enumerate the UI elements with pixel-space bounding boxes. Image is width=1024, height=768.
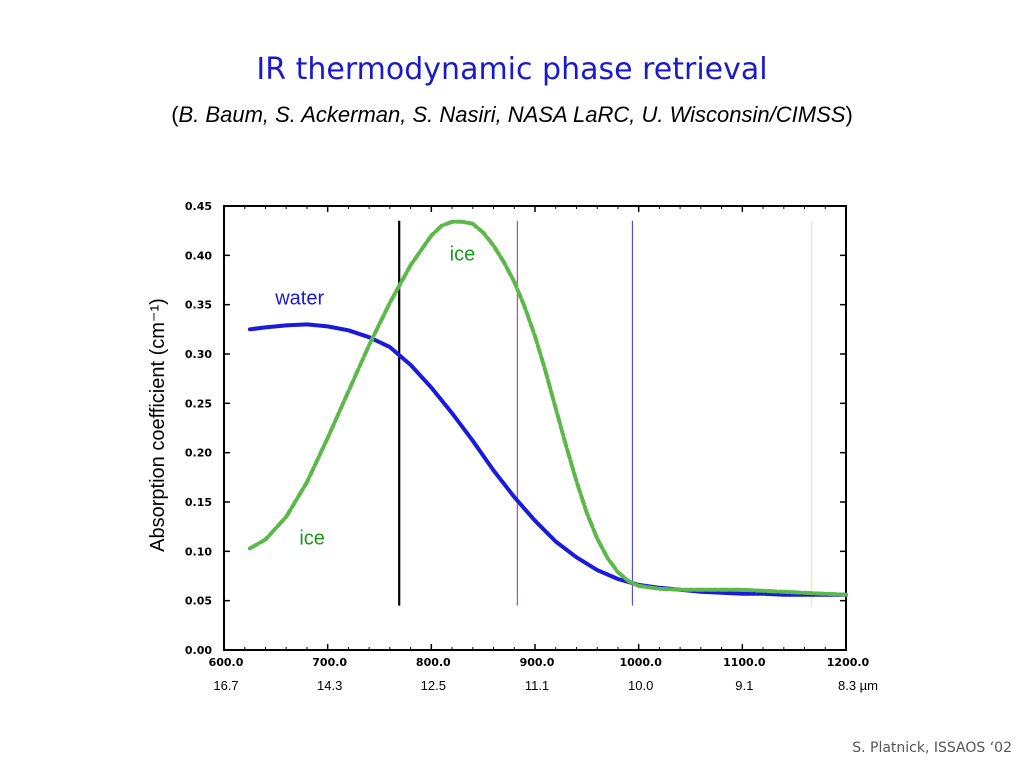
y-tick-label: 0.10 <box>185 545 212 558</box>
y-axis-label: Absorption coefficient (cm⁻¹) <box>147 298 169 552</box>
subtitle-open-paren: ( <box>171 102 179 127</box>
x-tick-label: 1000.0 <box>619 656 662 669</box>
y-tick-label: 0.40 <box>185 249 212 262</box>
subtitle-authors: B. Baum, S. Ackerman, S. Nasiri, NASA La… <box>178 102 846 127</box>
wavelength-tick-label: 8.3 µm <box>838 678 878 693</box>
y-tick-label: 0.20 <box>185 447 212 460</box>
x-tick-label: 1100.0 <box>723 656 766 669</box>
x-tick-label: 800.0 <box>416 656 451 669</box>
wavelength-tick-label: 12.5 <box>421 678 446 693</box>
slide-credit: S. Platnick, ISSAOS ‘02 <box>852 740 1012 756</box>
curve-annotations: water ice ice <box>274 243 475 549</box>
x-tick-label: 1200.0 <box>827 656 870 669</box>
x-tick-label: 600.0 <box>209 656 244 669</box>
y-tick-label: 0.00 <box>185 644 212 657</box>
wavelength-tick-label: 11.1 <box>525 678 549 693</box>
y-tick-label: 0.25 <box>185 397 212 410</box>
y-tick-label: 0.15 <box>185 496 212 509</box>
y-tick-label: 0.45 <box>185 200 212 213</box>
x-tick-label: 900.0 <box>520 656 555 669</box>
wavelength-tick-label: 14.3 <box>317 678 342 693</box>
wavelength-tick-label: 16.7 <box>213 678 238 693</box>
slide-subtitle: (B. Baum, S. Ackerman, S. Nasiri, NASA L… <box>0 102 1024 128</box>
slide-title: IR thermodynamic phase retrieval <box>256 52 768 87</box>
series-line-ice <box>247 219 848 597</box>
annotation-ice: ice <box>450 243 476 265</box>
y-tick-label: 0.30 <box>185 348 212 361</box>
y-tick-label: 0.05 <box>185 595 212 608</box>
subtitle-close-paren: ) <box>845 102 853 127</box>
annotation-ice: ice <box>299 527 325 549</box>
series-line-water <box>247 322 848 597</box>
y-axis: 0.00 0.05 0.10 0.15 0.20 0.25 0.30 0.35 0.40 0.45 <box>185 200 846 657</box>
series-lines <box>247 219 848 597</box>
x-axis: 600.0 700.0 800.0 900.0 1000.0 1100.0 1200.0 <box>209 206 870 669</box>
x-tick-label: 700.0 <box>312 656 347 669</box>
annotation-water: water <box>274 288 324 310</box>
wavelength-tick-label: 9.1 <box>735 678 753 693</box>
plot-frame <box>223 205 847 651</box>
vertical-markers <box>398 220 813 606</box>
y-tick-label: 0.35 <box>185 299 212 312</box>
wavelength-tick-label: 10.0 <box>628 678 653 693</box>
wavelength-axis: 16.7 14.3 12.5 11.1 10.0 9.1 8.3 µm <box>213 678 878 693</box>
